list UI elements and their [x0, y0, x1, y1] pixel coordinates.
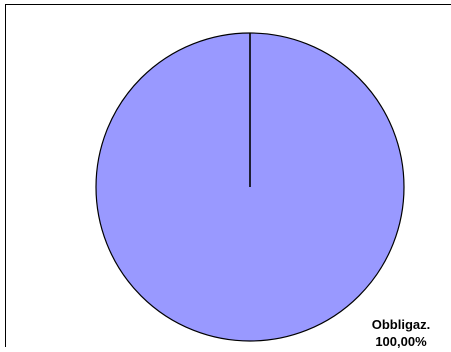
chart-frame: Obbligaz. 100,00% [5, 4, 451, 349]
pie-labels: Obbligaz. 100,00% [372, 317, 431, 349]
pie-chart: Obbligaz. 100,00% [95, 32, 431, 349]
pie-slices [95, 32, 405, 342]
slice-percent-label: 100,00% [375, 334, 427, 349]
slice-category-label: Obbligaz. [372, 317, 431, 332]
